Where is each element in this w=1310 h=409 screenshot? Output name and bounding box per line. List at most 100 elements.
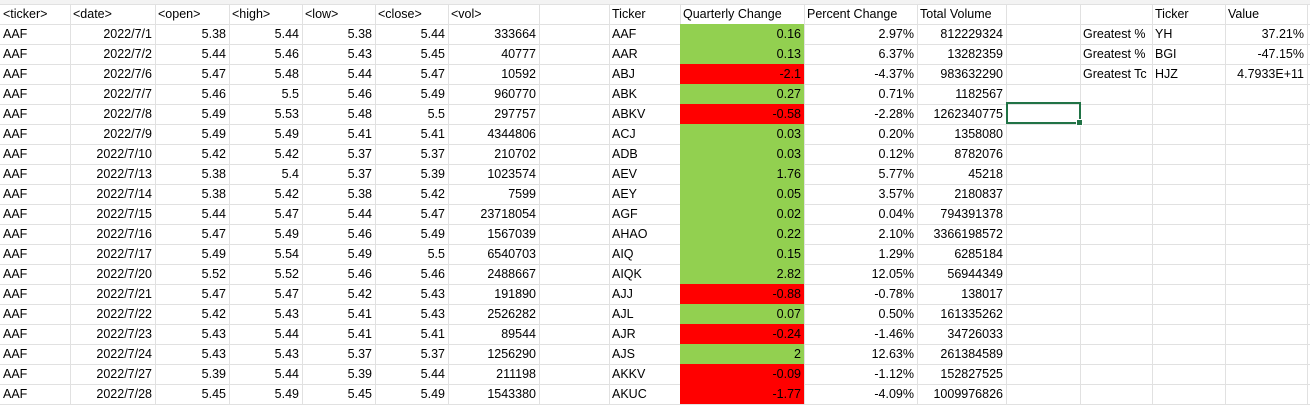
quarterly-change[interactable]: -0.09 [680, 364, 804, 384]
cell-vol[interactable]: 23718054 [480, 207, 536, 221]
cell-low[interactable]: 5.37 [347, 147, 372, 161]
cell-vol[interactable]: 960770 [494, 87, 536, 101]
cell-low[interactable]: 5.48 [347, 107, 372, 121]
percent-change[interactable]: 2.10% [878, 227, 914, 241]
cell-date[interactable]: 2022/7/23 [96, 327, 152, 341]
cell-open[interactable]: 5.38 [201, 167, 226, 181]
cell-open[interactable]: 5.43 [201, 327, 226, 341]
summary-ticker[interactable]: AAR [612, 47, 638, 61]
total-volume[interactable]: 794391378 [940, 207, 1003, 221]
summary-ticker[interactable]: ACJ [612, 127, 636, 141]
quarterly-change[interactable]: 0.03 [680, 124, 804, 144]
cell-date[interactable]: 2022/7/15 [96, 207, 152, 221]
cell-open[interactable]: 5.47 [201, 227, 226, 241]
cell-low[interactable]: 5.46 [347, 227, 372, 241]
cell-open[interactable]: 5.46 [201, 87, 226, 101]
cell-open[interactable]: 5.38 [201, 27, 226, 41]
greatest-label[interactable]: Greatest % [1083, 47, 1146, 61]
quarterly-change[interactable]: 1.76 [680, 164, 804, 184]
percent-change[interactable]: 5.77% [878, 167, 914, 181]
cell-open[interactable]: 5.47 [201, 67, 226, 81]
total-volume[interactable]: 138017 [961, 287, 1003, 301]
percent-change[interactable]: 3.57% [878, 187, 914, 201]
quarterly-change[interactable]: -0.24 [680, 324, 804, 344]
cell-open[interactable]: 5.52 [201, 267, 226, 281]
cell-ticker[interactable]: AAF [3, 187, 28, 201]
cell-ticker[interactable]: AAF [3, 367, 28, 381]
cell-high[interactable]: 5.42 [274, 147, 299, 161]
cell-low[interactable]: 5.44 [347, 67, 372, 81]
cell-ticker[interactable]: AAF [3, 227, 28, 241]
cell-open[interactable]: 5.43 [201, 347, 226, 361]
percent-change[interactable]: -4.09% [874, 387, 914, 401]
header-low[interactable]: <low> [305, 7, 339, 21]
percent-change[interactable]: 0.20% [878, 127, 914, 141]
cell-close[interactable]: 5.44 [420, 27, 445, 41]
cell-ticker[interactable]: AAF [3, 327, 28, 341]
percent-change[interactable]: 12.05% [871, 267, 914, 281]
cell-high[interactable]: 5.47 [274, 287, 299, 301]
header-high[interactable]: <high> [232, 7, 271, 21]
quarterly-change[interactable]: 0.02 [680, 204, 804, 224]
cell-low[interactable]: 5.41 [347, 307, 372, 321]
quarterly-change[interactable]: -0.58 [680, 104, 804, 124]
cell-vol[interactable]: 210702 [494, 147, 536, 161]
cell-low[interactable]: 5.41 [347, 127, 372, 141]
cell-low[interactable]: 5.49 [347, 247, 372, 261]
percent-change[interactable]: 0.50% [878, 307, 914, 321]
cell-ticker[interactable]: AAF [3, 247, 28, 261]
total-volume[interactable]: 261384589 [940, 347, 1003, 361]
cell-close[interactable]: 5.46 [420, 267, 445, 281]
cell-low[interactable]: 5.46 [347, 267, 372, 281]
cell-high[interactable]: 5.53 [274, 107, 299, 121]
header-close[interactable]: <close> [378, 7, 422, 21]
cell-date[interactable]: 2022/7/6 [103, 67, 152, 81]
cell-ticker[interactable]: AAF [3, 307, 28, 321]
percent-change[interactable]: -1.46% [874, 327, 914, 341]
cell-vol[interactable]: 10592 [501, 67, 536, 81]
summary-ticker[interactable]: AJL [612, 307, 634, 321]
percent-change[interactable]: 12.63% [871, 347, 914, 361]
cell-vol[interactable]: 1023574 [487, 167, 536, 181]
active-cell-selection[interactable] [1006, 102, 1083, 126]
cell-date[interactable]: 2022/7/13 [96, 167, 152, 181]
percent-change[interactable]: 2.97% [878, 27, 914, 41]
cell-date[interactable]: 2022/7/28 [96, 387, 152, 401]
total-volume[interactable]: 56944349 [947, 267, 1003, 281]
summary-ticker[interactable]: AKUC [612, 387, 647, 401]
cell-vol[interactable]: 40777 [501, 47, 536, 61]
cell-high[interactable]: 5.49 [274, 387, 299, 401]
cell-open[interactable]: 5.49 [201, 107, 226, 121]
cell-ticker[interactable]: AAF [3, 147, 28, 161]
fill-handle[interactable] [1076, 119, 1083, 126]
total-volume[interactable]: 13282359 [947, 47, 1003, 61]
percent-change[interactable]: -4.37% [874, 67, 914, 81]
percent-change[interactable]: 1.29% [878, 247, 914, 261]
cell-date[interactable]: 2022/7/7 [103, 87, 152, 101]
cell-low[interactable]: 5.43 [347, 47, 372, 61]
cell-close[interactable]: 5.43 [420, 307, 445, 321]
cell-date[interactable]: 2022/7/2 [103, 47, 152, 61]
total-volume[interactable]: 1009976826 [933, 387, 1003, 401]
cell-date[interactable]: 2022/7/14 [96, 187, 152, 201]
cell-open[interactable]: 5.47 [201, 287, 226, 301]
percent-change[interactable]: -0.78% [874, 287, 914, 301]
quarterly-change[interactable]: -0.88 [680, 284, 804, 304]
cell-high[interactable]: 5.49 [274, 227, 299, 241]
cell-high[interactable]: 5.54 [274, 247, 299, 261]
cell-low[interactable]: 5.38 [347, 187, 372, 201]
header-total-volume[interactable]: Total Volume [920, 7, 992, 21]
cell-close[interactable]: 5.5 [427, 107, 445, 121]
cell-close[interactable]: 5.37 [420, 347, 445, 361]
cell-open[interactable]: 5.44 [201, 207, 226, 221]
cell-close[interactable]: 5.47 [420, 207, 445, 221]
cell-date[interactable]: 2022/7/17 [96, 247, 152, 261]
cell-low[interactable]: 5.45 [347, 387, 372, 401]
cell-close[interactable]: 5.49 [420, 387, 445, 401]
cell-vol[interactable]: 2488667 [487, 267, 536, 281]
greatest-ticker[interactable]: BGI [1155, 47, 1177, 61]
percent-change[interactable]: 0.71% [878, 87, 914, 101]
summary-ticker[interactable]: AKKV [612, 367, 646, 381]
cell-vol[interactable]: 333664 [494, 27, 536, 41]
total-volume[interactable]: 2180837 [954, 187, 1003, 201]
